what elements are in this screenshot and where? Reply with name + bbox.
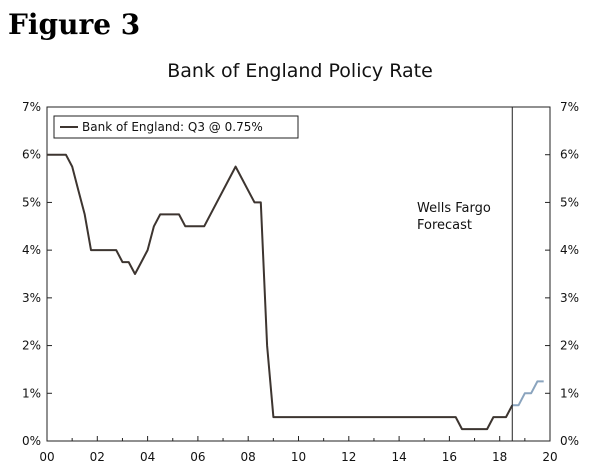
legend-box [53, 115, 299, 139]
y-axis-left: 0% 1% 2% 3% 4% 5% 6% 7% [22, 100, 52, 448]
x-axis: 00 02 04 06 08 10 12 14 16 18 20 [39, 436, 558, 464]
y-tick-label-right: 7% [560, 100, 579, 114]
x-tick-label: 02 [90, 450, 105, 464]
legend-entry: Bank of England: Q3 @ 0.75% [82, 120, 263, 134]
y-tick-label-right: 6% [560, 148, 579, 162]
x-tick-label: 10 [291, 450, 306, 464]
y-tick-label-right: 0% [560, 434, 579, 448]
y-tick-label-left: 6% [22, 148, 41, 162]
y-tick-label-right: 1% [560, 386, 579, 400]
chart-title: Bank of England Policy Rate [167, 60, 433, 82]
annotation-line-2: Forecast [417, 218, 472, 233]
y-tick-label-left: 5% [22, 195, 41, 209]
annotation-line-1: Wells Fargo [417, 201, 491, 216]
y-tick-label-left: 1% [22, 386, 41, 400]
y-tick-label-left: 0% [22, 434, 41, 448]
x-tick-label: 00 [39, 450, 54, 464]
x-tick-label: 12 [341, 450, 356, 464]
y-tick-label-left: 2% [22, 339, 41, 353]
series-line-actual [47, 153, 514, 431]
y-tick-label-right: 5% [560, 195, 579, 209]
y-tick-label-left: 7% [22, 100, 41, 114]
x-tick-label: 16 [442, 450, 457, 464]
x-tick-label: 04 [140, 450, 155, 464]
x-tick-label: 18 [492, 450, 507, 464]
y-tick-label-right: 4% [560, 243, 579, 257]
series-layer [47, 153, 544, 431]
y-tick-label-right: 3% [560, 291, 579, 305]
x-tick-label: 06 [190, 450, 205, 464]
plot-frame [46, 106, 551, 442]
y-tick-label-right: 2% [560, 339, 579, 353]
x-tick-label: 20 [542, 450, 557, 464]
series-line-forecast [512, 380, 544, 407]
y-axis-right: 0% 1% 2% 3% 4% 5% 6% 7% [545, 100, 579, 448]
figure-label: Figure 3 [8, 8, 141, 41]
x-tick-label: 08 [241, 450, 256, 464]
x-tick-label: 14 [391, 450, 406, 464]
legend: Bank of England: Q3 @ 0.75% [53, 115, 299, 139]
y-tick-label-left: 3% [22, 291, 41, 305]
y-tick-label-left: 4% [22, 243, 41, 257]
